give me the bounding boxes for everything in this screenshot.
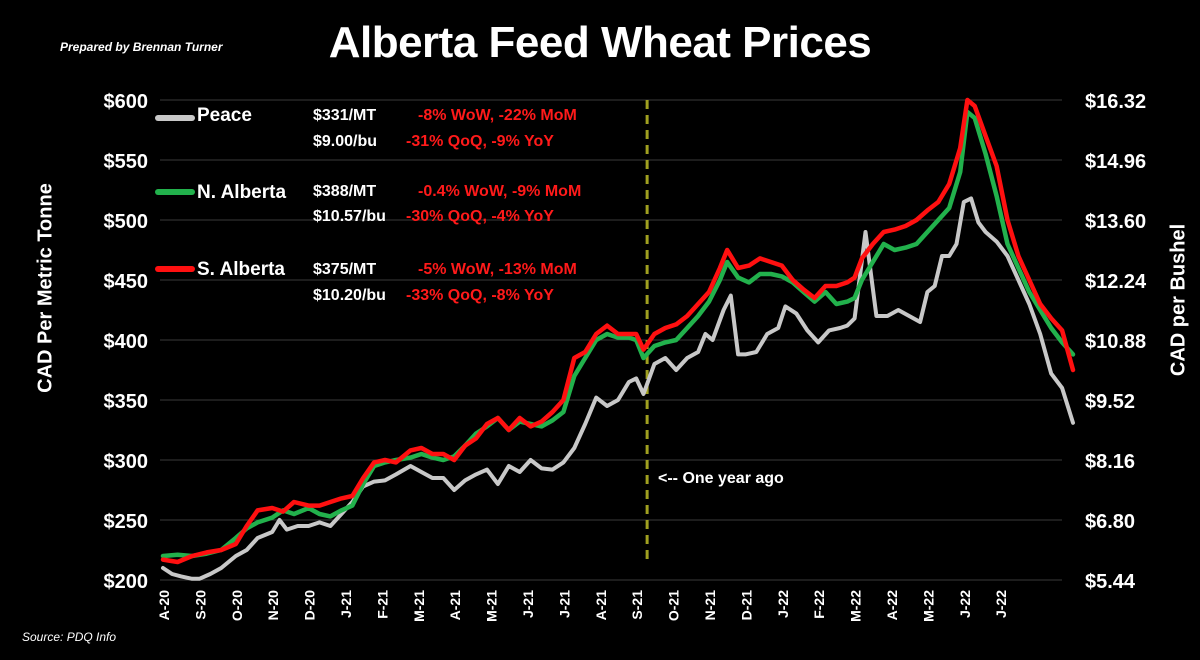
y-tick-label-left: $600	[104, 91, 149, 113]
legend-north-name: N. Alberta	[197, 182, 287, 203]
legend-peace-mt: $331/MT	[313, 107, 377, 124]
chart-title: Alberta Feed Wheat Prices	[328, 18, 872, 67]
y-tick-label-left: $300	[104, 451, 149, 473]
legend-north-mt-change: -0.4% WoW, -9% MoM	[418, 183, 582, 200]
x-tick-label: S-20	[192, 590, 208, 620]
x-tick-label: N-20	[265, 590, 281, 621]
y-tick-label-left: $350	[104, 391, 149, 413]
legend-south-mt: $375/MT	[313, 261, 377, 278]
x-tick-label: J-22	[775, 590, 791, 618]
y-tick-label-right: $8.16	[1085, 451, 1135, 473]
series-line-north	[160, 109, 1076, 559]
x-tick-label: J-22	[957, 590, 973, 618]
legend-peace-bu: $9.00/bu	[313, 133, 378, 150]
x-tick-label: A-21	[593, 590, 609, 621]
y-tick-label-left: $200	[104, 571, 149, 593]
y-axis-label-left: CAD Per Metric Tonne	[34, 183, 57, 393]
x-tick-label: O-21	[666, 590, 682, 621]
x-tick-label: O-20	[229, 590, 245, 621]
y-axis-label-right: CAD per Bushel	[1167, 223, 1190, 377]
series-line-south	[160, 97, 1076, 565]
x-tick-label: M-21	[484, 590, 500, 622]
y-tick-label-right: $16.32	[1085, 91, 1146, 113]
legend-north-mt: $388/MT	[313, 183, 377, 200]
legend-south-mt-change: -5% WoW, -13% MoM	[418, 261, 577, 278]
left-axis-ticks: $200 $250 $300 $350 $400 $450 $500 $550 $600	[104, 91, 149, 593]
legend-peace-mt-change: -8% WoW, -22% MoM	[418, 107, 577, 124]
y-tick-label-right: $5.44	[1085, 571, 1136, 593]
x-tick-label: M-21	[411, 590, 427, 622]
y-tick-label-right: $10.88	[1085, 331, 1146, 353]
legend-south-bu-change: -33% QoQ, -8% YoY	[406, 287, 554, 304]
y-tick-label-left: $400	[104, 331, 149, 353]
y-tick-label-right: $9.52	[1085, 391, 1135, 413]
x-axis-ticks: A-20 S-20 O-20 N-20 D-20 J-21 F-21 M-21 A-21 M-21…	[156, 590, 1009, 622]
legend-south-bu: $10.20/bu	[313, 287, 386, 304]
legend-north-bu-change: -30% QoQ, -4% YoY	[406, 208, 554, 225]
x-tick-label: F-22	[811, 590, 827, 619]
series-line-peace	[161, 196, 1075, 581]
x-tick-label: J-22	[993, 590, 1009, 618]
x-tick-label: A-20	[156, 590, 172, 621]
legend-north-bu: $10.57/bu	[313, 208, 386, 225]
y-tick-label-left: $500	[104, 211, 149, 233]
one-year-ago-annotation: <-- One year ago	[658, 470, 784, 487]
x-tick-label: D-21	[738, 590, 754, 621]
series-lines	[160, 97, 1076, 581]
y-tick-label-right: $12.24	[1085, 271, 1147, 293]
y-tick-label-left: $450	[104, 271, 149, 293]
right-axis-ticks: $5.44 $6.80 $8.16 $9.52 $10.88 $12.24 $13.60 $1…	[1085, 91, 1147, 593]
legend-south-name: S. Alberta	[197, 259, 285, 280]
x-tick-label: A-21	[447, 590, 463, 621]
gridlines	[160, 99, 1062, 581]
y-tick-label-right: $13.60	[1085, 211, 1146, 233]
x-tick-label: F-21	[374, 590, 390, 619]
x-tick-label: A-22	[884, 590, 900, 621]
x-tick-label: J-21	[338, 590, 354, 618]
x-tick-label: D-20	[302, 590, 318, 621]
y-tick-label-left: $550	[104, 151, 149, 173]
x-tick-label: N-21	[702, 590, 718, 621]
legend-peace-bu-change: -31% QoQ, -9% YoY	[406, 133, 554, 150]
x-tick-label: J-21	[556, 590, 572, 618]
x-tick-label: J-21	[520, 590, 536, 618]
y-tick-label-left: $250	[104, 511, 149, 533]
prepared-by: Prepared by Brennan Turner	[60, 40, 223, 54]
x-tick-label: M-22	[920, 590, 936, 622]
source-note: Source: PDQ Info	[22, 630, 117, 644]
x-tick-label: S-21	[629, 590, 645, 620]
legend-swatches	[155, 115, 195, 272]
y-tick-label-right: $14.96	[1085, 151, 1146, 173]
y-tick-label-right: $6.80	[1085, 511, 1135, 533]
x-tick-label: M-22	[848, 590, 864, 622]
legend-peace-name: Peace	[197, 105, 252, 126]
